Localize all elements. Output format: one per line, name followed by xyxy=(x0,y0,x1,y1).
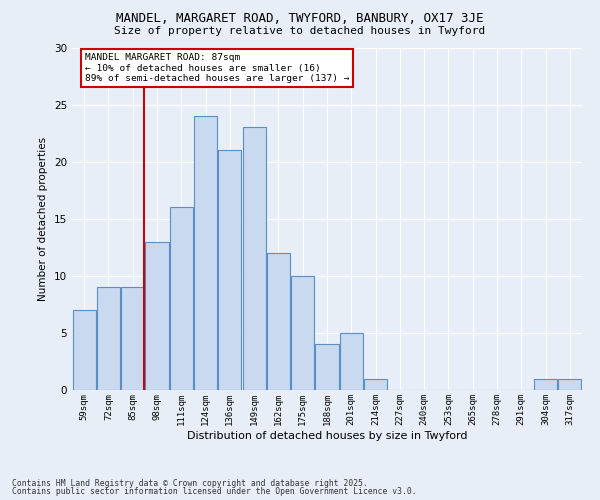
Bar xyxy=(364,378,387,390)
X-axis label: Distribution of detached houses by size in Twyford: Distribution of detached houses by size … xyxy=(187,430,467,440)
Text: Size of property relative to detached houses in Twyford: Size of property relative to detached ho… xyxy=(115,26,485,36)
Text: Contains public sector information licensed under the Open Government Licence v3: Contains public sector information licen… xyxy=(12,487,416,496)
Bar xyxy=(170,208,193,390)
Bar xyxy=(340,333,363,390)
Bar xyxy=(242,128,266,390)
Bar xyxy=(534,378,557,390)
Bar xyxy=(97,287,120,390)
Bar xyxy=(218,150,241,390)
Bar xyxy=(267,253,290,390)
Bar xyxy=(73,310,95,390)
Text: MANDEL, MARGARET ROAD, TWYFORD, BANBURY, OX17 3JE: MANDEL, MARGARET ROAD, TWYFORD, BANBURY,… xyxy=(116,12,484,26)
Y-axis label: Number of detached properties: Number of detached properties xyxy=(38,136,49,301)
Bar xyxy=(559,378,581,390)
Text: MANDEL MARGARET ROAD: 87sqm
← 10% of detached houses are smaller (16)
89% of sem: MANDEL MARGARET ROAD: 87sqm ← 10% of det… xyxy=(85,53,349,83)
Bar xyxy=(145,242,169,390)
Bar xyxy=(194,116,217,390)
Bar xyxy=(291,276,314,390)
Text: Contains HM Land Registry data © Crown copyright and database right 2025.: Contains HM Land Registry data © Crown c… xyxy=(12,478,368,488)
Bar xyxy=(121,287,144,390)
Bar xyxy=(316,344,338,390)
